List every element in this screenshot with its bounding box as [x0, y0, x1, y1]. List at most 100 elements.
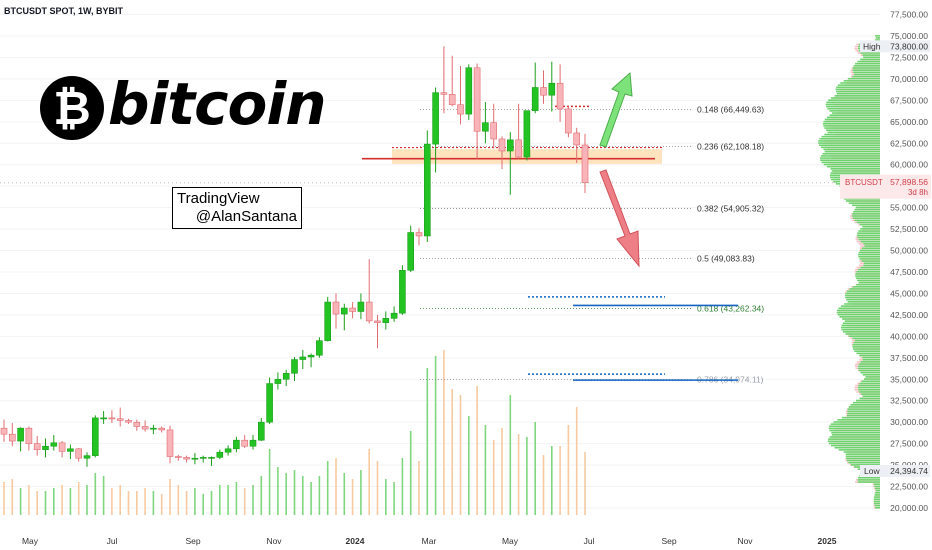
profile-bar [859, 249, 880, 252]
candle-body [67, 448, 74, 452]
candle-body [183, 457, 190, 460]
volume-bar [160, 494, 163, 515]
profile-bar [845, 292, 880, 295]
profile-bar [852, 337, 880, 340]
candle-body [316, 340, 323, 356]
volume-bar [177, 485, 180, 515]
price-tick-label: 62,500.00 [890, 138, 928, 148]
low-label: Low [864, 466, 880, 476]
candle-body [357, 301, 365, 312]
volume-bar [542, 455, 545, 515]
high-label: High [863, 41, 881, 51]
profile-bar [847, 77, 880, 80]
profile-bar [875, 487, 880, 490]
profile-bar [819, 144, 880, 147]
candle-body [365, 301, 373, 322]
time-axis[interactable]: May Jul Sep Nov 2024 Mar May Jul Sep Nov 2025 [22, 536, 837, 546]
high-value-tag [884, 40, 930, 53]
profile-bar [834, 95, 880, 97]
time-tick-label: Mar [422, 536, 437, 546]
volume-bar [360, 470, 362, 515]
volume-bar [235, 482, 238, 515]
profile-bar [836, 92, 880, 95]
profile-bar [852, 204, 880, 207]
candle-body [9, 433, 16, 442]
profile-bar [823, 120, 880, 123]
price-tick-label: 60,000.00 [890, 160, 928, 170]
profile-bar [844, 320, 880, 322]
volume-bar [268, 449, 271, 515]
profile-bar [850, 464, 880, 466]
profile-bar [873, 498, 880, 501]
candle-body [423, 143, 431, 237]
profile-bar [858, 476, 880, 479]
candle-body [340, 307, 348, 315]
volume-bar [385, 479, 387, 515]
profile-bar [825, 103, 880, 106]
profile-bar [821, 161, 880, 164]
profile-bar [847, 290, 880, 292]
profile-bar [834, 446, 880, 449]
price-tick-label: 65,000.00 [890, 117, 928, 127]
profile-bar [822, 122, 880, 125]
profile-bar [831, 434, 880, 436]
volume-bar [468, 416, 470, 515]
profile-bar [863, 243, 880, 245]
profile-bar [873, 483, 880, 485]
profile-bar [818, 140, 880, 142]
profile-bar [820, 159, 880, 162]
price-tick-label: 52,500.00 [890, 224, 928, 234]
profile-bar [863, 262, 880, 265]
price-tick-label: 47,500.00 [890, 267, 928, 277]
profile-bar [857, 479, 880, 481]
volume-bar [219, 485, 221, 515]
profile-bar [873, 496, 880, 498]
profile-bar [823, 148, 880, 151]
profile-bar [859, 397, 880, 400]
candle-body [166, 429, 174, 457]
volume-bar [551, 446, 553, 515]
volume-bar [210, 491, 213, 515]
price-axis[interactable]: 77,500.00 75,000.00 72,500.00 70,000.00 67,5… [890, 10, 928, 513]
time-tick-label: Jul [107, 536, 118, 546]
profile-bar [859, 363, 880, 365]
profile-bar [843, 80, 880, 82]
bitcoin-icon: ₿ [40, 76, 104, 140]
profile-bar [862, 54, 880, 56]
profile-bar [852, 346, 880, 348]
candle-body [100, 417, 107, 420]
candle-body [116, 418, 124, 421]
profile-bar [857, 386, 880, 389]
profile-bar [862, 225, 880, 228]
profile-bar [854, 73, 880, 76]
volume-bar [376, 461, 379, 515]
profile-bar [863, 378, 880, 380]
profile-bar [860, 266, 880, 269]
volume-bar [451, 389, 453, 515]
volume-bar [169, 479, 171, 515]
profile-bar [857, 232, 880, 234]
profile-bar [836, 311, 880, 314]
profile-bar [858, 389, 880, 391]
volume-bars [3, 350, 586, 515]
profile-bar [855, 275, 880, 277]
profile-bar [841, 324, 880, 327]
profile-bar [842, 322, 880, 325]
candle-body [432, 92, 439, 145]
profile-bar [874, 39, 880, 41]
profile-bar [833, 421, 880, 423]
candle-body [415, 232, 423, 237]
profile-bar [858, 253, 880, 256]
profile-bar [846, 298, 880, 301]
profile-bar [820, 157, 880, 159]
candle-body [515, 139, 522, 158]
candles [0, 46, 589, 467]
volume-bar [44, 491, 47, 515]
time-tick-label: 2025 [818, 536, 837, 546]
candle-body [506, 139, 514, 152]
price-tick-label: 67,500.00 [890, 95, 928, 105]
profile-bar [874, 494, 880, 496]
profile-bar [843, 451, 880, 453]
profile-bar [843, 331, 880, 333]
